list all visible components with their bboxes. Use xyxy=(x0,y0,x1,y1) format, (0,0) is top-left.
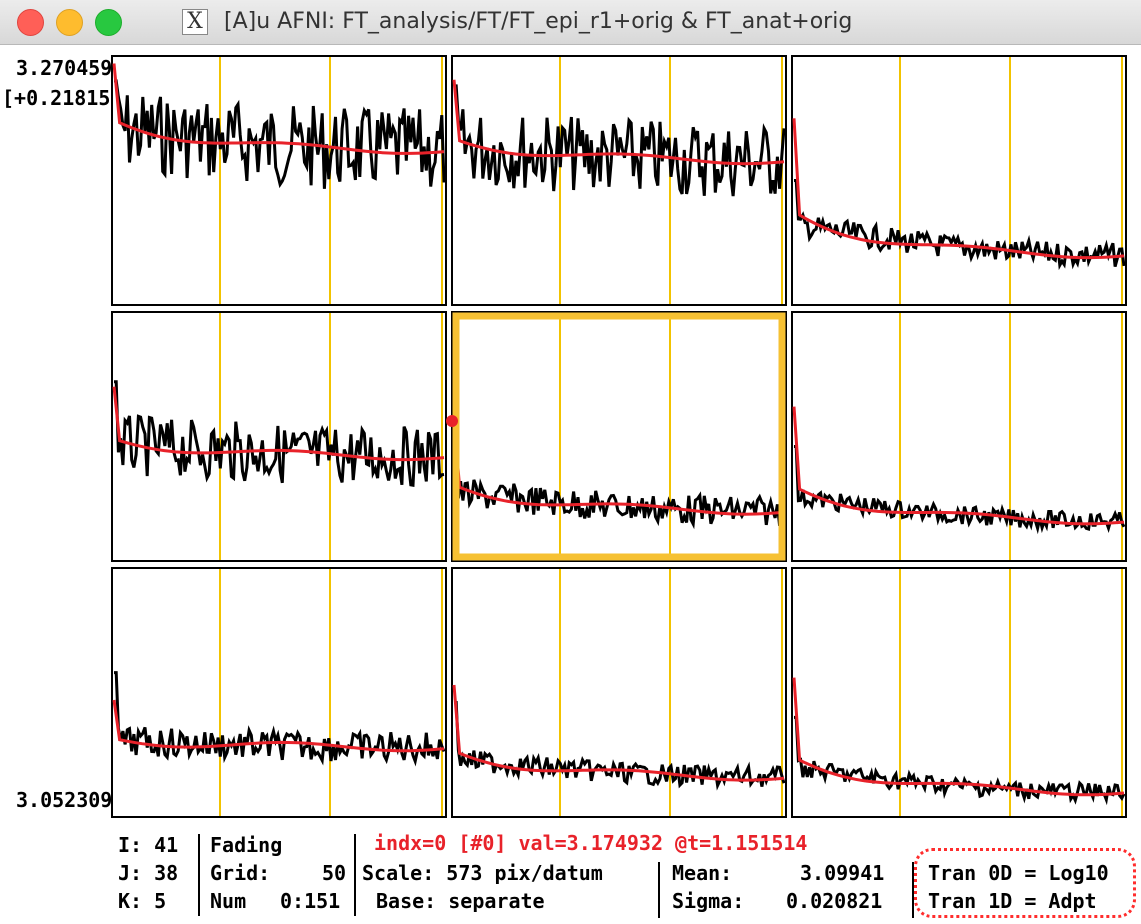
timeseries-trace xyxy=(114,671,446,767)
graph-cell[interactable] xyxy=(791,567,1127,818)
scale-readout: Scale: 573 pix/datum xyxy=(362,861,603,885)
base-readout: Base: separate xyxy=(376,889,545,913)
window-titlebar: X [A]u AFNI: FT_analysis/FT/FT_epi_r1+or… xyxy=(0,0,1141,45)
cell-frame xyxy=(111,567,447,818)
minimize-window-button[interactable] xyxy=(56,9,83,36)
fit-curve xyxy=(452,684,785,782)
separator xyxy=(198,834,200,916)
graph-cell[interactable] xyxy=(111,55,447,306)
close-window-button[interactable] xyxy=(17,9,44,36)
sigma-value: 0.020821 xyxy=(786,889,883,913)
grid-value: 50 xyxy=(322,861,347,885)
num-label: Num xyxy=(210,889,247,913)
fit-curve xyxy=(112,699,445,753)
j-value: 38 xyxy=(154,861,179,885)
cell-frame xyxy=(791,55,1127,306)
index-readout: indx=0 [#0] val=3.174932 @t=1.151514 xyxy=(374,831,808,855)
fit-curve xyxy=(792,677,1125,797)
timeseries-trace xyxy=(114,380,445,487)
graph-cell[interactable] xyxy=(791,55,1127,306)
y-min-label: 3.052309 xyxy=(16,788,113,812)
y-range-label: [+0.21815] xyxy=(2,86,123,110)
timeseries-trace xyxy=(454,84,786,197)
graph-cell[interactable] xyxy=(451,55,787,306)
fit-curve xyxy=(452,418,785,516)
graph-area[interactable]: 3.270459 [+0.21815] 3.052309 xyxy=(0,44,1141,824)
j-label: J: xyxy=(118,861,143,885)
fit-curve xyxy=(112,386,445,462)
k-label: K: xyxy=(118,889,143,913)
cell-frame xyxy=(791,311,1127,562)
separator xyxy=(658,862,660,918)
grid-label: Grid: xyxy=(210,861,271,885)
fading-label[interactable]: Fading xyxy=(210,833,283,857)
cell-frame xyxy=(791,567,1127,818)
mean-value: 3.09941 xyxy=(800,861,885,885)
graph-cell[interactable] xyxy=(111,311,447,562)
tran-0d-readout: Tran 0D = Log10 xyxy=(928,861,1109,885)
k-value: 5 xyxy=(154,889,167,913)
highlight-annotation xyxy=(914,848,1136,918)
tran-1d-readout: Tran 1D = Adpt xyxy=(928,889,1097,913)
cell-frame xyxy=(451,311,787,562)
timeseries-trace xyxy=(114,79,446,189)
y-max-label: 3.270459 xyxy=(16,56,113,80)
info-panel: I: 41 J: 38 K: 5 Fading Grid: 50 Num 0:1… xyxy=(0,826,1141,924)
i-label: I: xyxy=(118,833,143,857)
current-index-marker xyxy=(446,415,458,427)
timeseries-trace xyxy=(794,179,1126,271)
zoom-window-button[interactable] xyxy=(95,9,122,36)
num-value: 0:151 xyxy=(280,889,341,913)
graph-cell[interactable] xyxy=(451,567,787,818)
selected-voxel-frame[interactable] xyxy=(452,312,786,561)
sigma-label: Sigma: xyxy=(672,889,745,913)
i-value: 41 xyxy=(154,833,179,857)
fit-curve xyxy=(112,63,445,155)
cell-frame xyxy=(451,55,787,306)
graph-cell[interactable] xyxy=(111,567,447,818)
graph-cell[interactable] xyxy=(451,311,787,562)
timeseries-trace xyxy=(454,435,786,530)
x11-icon: X xyxy=(182,9,208,35)
mean-label: Mean: xyxy=(672,861,733,885)
fit-curve xyxy=(792,118,1125,260)
graph-cell[interactable] xyxy=(791,311,1127,562)
window-title: [A]u AFNI: FT_analysis/FT/FT_epi_r1+orig… xyxy=(224,9,853,34)
separator xyxy=(912,862,914,918)
timeseries-grid[interactable] xyxy=(0,44,1141,824)
separator xyxy=(354,834,356,916)
cell-frame xyxy=(111,55,447,306)
fit-curve xyxy=(792,406,1125,526)
fit-curve xyxy=(452,79,785,166)
